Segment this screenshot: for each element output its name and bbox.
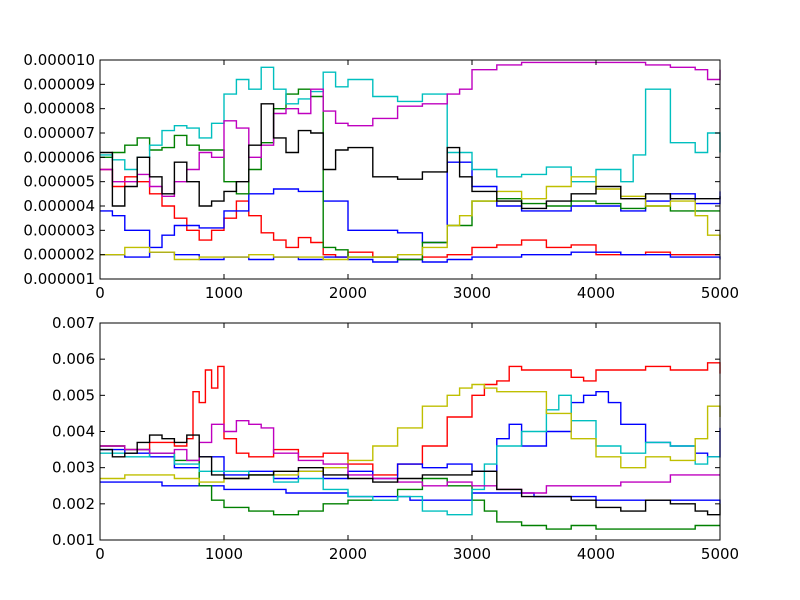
top-series-line-5 [100,66,721,183]
top-y-tick-label: 0.000005 [23,173,95,191]
bottom-series-line-3 [100,481,721,504]
top-x-tick-label: 2000 [329,284,367,302]
bottom-y-tick-label: 0.001 [52,531,95,549]
top-y-tick-label: 0.000007 [23,124,95,142]
bottom-y-tick-label: 0.007 [52,314,95,332]
top-y-tick-label: 0.000008 [23,100,95,118]
top-x-tick-label: 0 [95,284,105,302]
chart-top: 0 1000 2000 3000 4000 5000 0.000001 0.000002 0.0… [23,51,739,302]
top-y-tick-label: 0.000009 [23,75,95,93]
top-series-line-4 [100,88,720,261]
top-y-tick-label: 0.000002 [23,246,95,264]
top-x-tick-label: 3000 [453,284,491,302]
top-x-tick-label: 1000 [205,284,243,302]
chart-bottom: 0 1000 2000 3000 4000 5000 0.001 0.002 0.003 0.00… [52,314,739,563]
bottom-x-tick-label: 4000 [577,545,615,563]
top-y-tick-label: 0.000003 [23,221,95,239]
top-y-tick-label: 0.000010 [23,51,95,69]
bottom-x-tick-label: 3000 [453,545,491,563]
bottom-x-tick-label: 0 [95,545,105,563]
bottom-series-line-2 [100,391,721,480]
bottom-series-group [100,362,721,530]
top-series-line-3 [100,251,721,263]
bottom-series-line-5 [100,394,720,516]
top-series-group [100,61,721,263]
bottom-x-tick-label: 2000 [329,545,367,563]
bottom-y-tick-label: 0.006 [52,350,95,368]
bottom-series-line-4 [100,445,720,530]
top-x-tick-label: 5000 [701,284,739,302]
bottom-series-line-8 [100,434,721,516]
top-y-tick-label: 0.000004 [23,197,95,215]
top-series-line-2 [100,161,721,249]
bottom-y-tick-label: 0.002 [52,495,95,513]
top-y-tick-label: 0.000006 [23,148,95,166]
bottom-y-tick-label: 0.003 [52,459,95,477]
bottom-x-tick-label: 1000 [205,545,243,563]
bottom-y-tick-label: 0.005 [52,386,95,404]
bottom-x-tick-label: 5000 [701,545,739,563]
top-series-line-6 [100,176,721,261]
top-y-tick-label: 0.000001 [23,270,95,288]
top-series-line-1 [100,168,720,261]
top-axes-frame [99,59,721,280]
top-series-line-8 [100,103,721,210]
top-x-tick-label: 4000 [577,284,615,302]
top-series-line-7 [100,61,721,197]
bottom-series-line-1 [100,362,721,476]
bottom-series-line-7 [100,420,720,494]
bottom-y-tick-label: 0.004 [52,423,95,441]
